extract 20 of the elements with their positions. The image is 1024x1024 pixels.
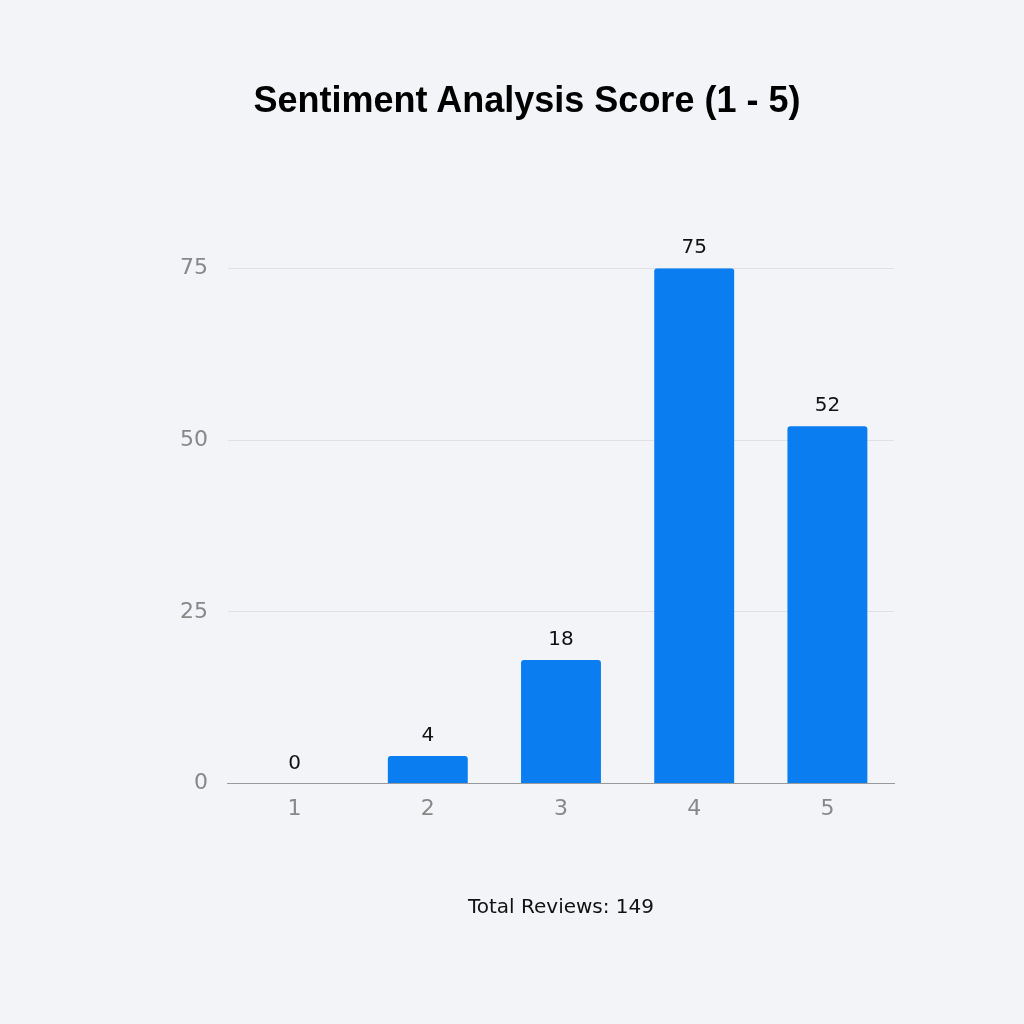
bar: [787, 426, 868, 784]
chart-title: Sentiment Analysis Score (1 - 5): [253, 78, 801, 120]
data-label: 0: [288, 749, 301, 774]
text: Total Reviews: 149: [466, 894, 655, 919]
data-label: 4: [421, 722, 435, 747]
data-label: 75: [681, 234, 707, 259]
bar: [387, 756, 468, 784]
x-tick-label: 4: [687, 794, 702, 820]
x-tick-label: 3: [554, 794, 568, 820]
y-tick-label: 25: [179, 597, 208, 623]
x-tick-label: 1: [287, 794, 302, 820]
y-tick-label: 75: [179, 253, 208, 279]
bar: [521, 659, 601, 784]
y-tick-label: 0: [193, 769, 208, 795]
x-tick-label: 5: [820, 794, 835, 820]
data-label: 18: [548, 626, 574, 651]
y-tick-label: 50: [179, 425, 208, 451]
bar: [654, 268, 735, 784]
x-tick-label: 2: [420, 794, 435, 820]
data-label: 52: [814, 392, 841, 417]
